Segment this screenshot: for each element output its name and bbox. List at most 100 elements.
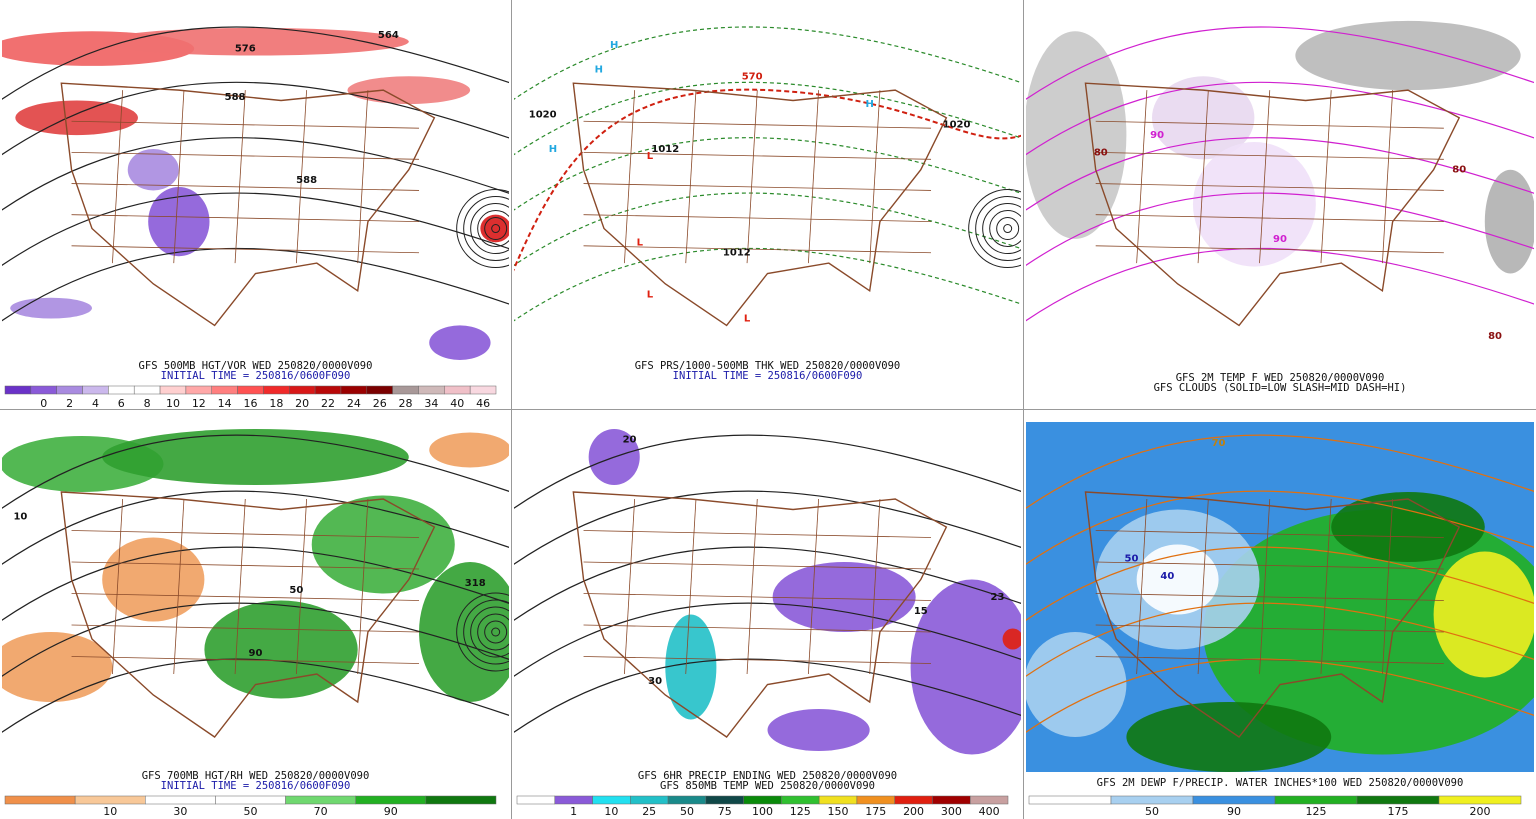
- caption: GFS 6HR PRECIP ENDING WED 250820/0000V09…: [638, 770, 897, 782]
- colorbar-segment: [894, 795, 933, 805]
- contour: [1026, 546, 1534, 621]
- state-border: [71, 561, 420, 570]
- colorbar-segment: [392, 385, 419, 395]
- state-border: [583, 120, 932, 129]
- colorbar-label: 20: [295, 397, 309, 410]
- state-border: [1095, 120, 1444, 129]
- state-border: [1095, 152, 1444, 160]
- caption: GFS PRS/1000-500MB THK WED 250820/0000V0…: [635, 360, 901, 372]
- map-label: 70: [1212, 438, 1226, 449]
- map-label: 80: [1094, 147, 1108, 158]
- state-border: [71, 593, 420, 601]
- colorbar-segment: [705, 795, 744, 805]
- colorbar-segment: [932, 795, 971, 805]
- state-border: [583, 593, 932, 601]
- state-border: [1095, 624, 1444, 633]
- panel: 50 40 70 GFS 2M DEWP F/PRECIP. WATER INCHES…: [1026, 422, 1534, 818]
- map-label: 1020: [529, 109, 557, 120]
- map-label: L: [744, 313, 751, 324]
- map-label: 40: [1160, 571, 1174, 582]
- contour: [1026, 26, 1534, 100]
- colorbar-segment: [743, 795, 782, 805]
- colorbar-segment: [469, 385, 497, 395]
- colorbar-label: 150: [828, 805, 849, 818]
- contour: [514, 81, 1021, 156]
- state-border: [746, 90, 758, 264]
- shaded-area: [1484, 169, 1534, 274]
- colorbar-label: 12: [192, 397, 206, 410]
- caption: INITIAL TIME = 250816/0600F090: [673, 370, 863, 382]
- contour: [1026, 434, 1534, 509]
- contour: [514, 192, 1021, 266]
- storm-contour: [968, 189, 1021, 269]
- shaded-area: [1192, 142, 1316, 267]
- map-label: H: [866, 99, 874, 110]
- state-border: [685, 90, 697, 264]
- caption: GFS 700MB HGT/RH WED 250820/0000V090: [142, 770, 370, 782]
- contour: [1026, 137, 1534, 211]
- storm-contour: [477, 613, 509, 651]
- contour: [2, 546, 509, 621]
- shaded-area: [15, 100, 138, 136]
- map-label: 1012: [651, 144, 679, 155]
- colorbar-label: 1: [570, 805, 577, 818]
- colorbar-label: 125: [1306, 805, 1327, 818]
- colorbar-segment: [82, 385, 109, 395]
- state-border: [295, 498, 307, 675]
- state-border: [1095, 561, 1444, 570]
- state-border: [583, 245, 932, 254]
- storm-contour: [989, 210, 1021, 248]
- storm-contour: [470, 606, 509, 658]
- colorbar-label: 200: [1470, 805, 1491, 818]
- colorbar-label: 8: [144, 397, 151, 410]
- colorbar-segment: [1028, 795, 1112, 805]
- state-border: [1095, 214, 1444, 222]
- contour: [514, 247, 1021, 322]
- colorbar-label: 200: [903, 805, 924, 818]
- map-label: 30: [648, 676, 662, 687]
- shaded-area: [102, 429, 409, 485]
- state-border: [869, 498, 881, 675]
- colorbar-segment: [1192, 795, 1276, 805]
- colorbar-label: 50: [1145, 805, 1159, 818]
- colorbar-segment: [425, 795, 497, 805]
- colorbar-segment: [1356, 795, 1440, 805]
- map: 50 40 70: [1026, 434, 1534, 772]
- colorbar-segment: [1274, 795, 1358, 805]
- state-border: [357, 90, 369, 264]
- colorbar-label: 10: [103, 805, 117, 818]
- colorbar-label: 125: [790, 805, 811, 818]
- contour: [1026, 602, 1534, 677]
- state-border: [71, 530, 420, 538]
- shaded-area: [665, 614, 717, 720]
- shaded-area: [1433, 551, 1534, 678]
- map-label: 570: [742, 71, 763, 82]
- contour: [2, 26, 509, 100]
- map-label: 1020: [943, 120, 971, 131]
- colorbar-label: 30: [173, 805, 187, 818]
- state-border: [112, 498, 124, 675]
- storm-contour: [1003, 224, 1013, 234]
- colorbar-label: 100: [752, 805, 773, 818]
- caption: GFS 2M DEWP F/PRECIP. WATER INCHES*100 W…: [1097, 777, 1464, 789]
- colorbar-label: 70: [314, 805, 328, 818]
- colorbar-label: 90: [1227, 805, 1241, 818]
- state-border: [583, 183, 932, 191]
- map-label: 10: [13, 512, 27, 523]
- colorbar-label: 0: [40, 397, 47, 410]
- state-border: [583, 152, 932, 160]
- colorbar-segment: [418, 385, 445, 395]
- panel: H H H H L L L L 1020 1012 1012 1020 570 GFS PRS/1000-…: [514, 14, 1021, 382]
- colorbar-label: 50: [680, 805, 694, 818]
- contour: [514, 546, 1021, 621]
- colorbar-segment: [108, 385, 135, 395]
- map-label: 15: [914, 606, 928, 617]
- colorbar-segment: [340, 385, 368, 395]
- colorbar-segment: [145, 795, 216, 805]
- colorbar-segment: [366, 385, 393, 395]
- panel: 10 50 90 318 GFS 700MB HGT/RH WED 250820/000…: [2, 422, 509, 818]
- colorbar-label: 40: [450, 397, 464, 410]
- contour: [2, 137, 509, 211]
- contour: [2, 658, 509, 733]
- state-border: [1136, 90, 1148, 264]
